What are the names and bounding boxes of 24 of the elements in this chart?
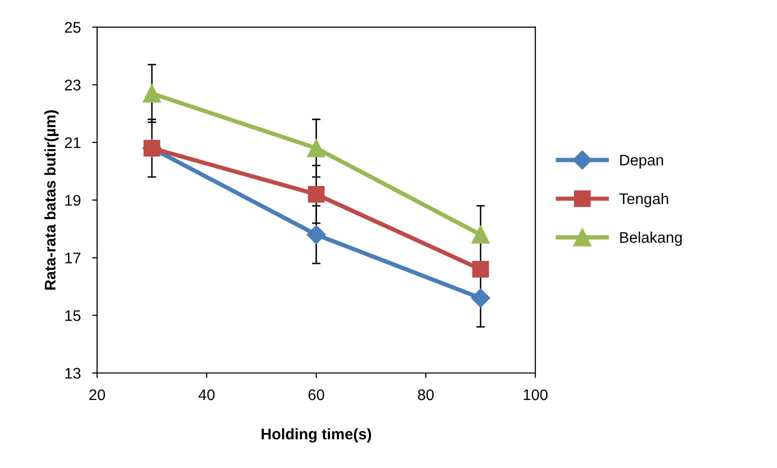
point xyxy=(472,226,490,244)
y-tick-label: 13 xyxy=(65,368,80,379)
y-tick-label: 17 xyxy=(65,252,80,264)
legend-label: Depan xyxy=(620,154,664,169)
x-tick-label: 40 xyxy=(198,389,215,400)
y-tick-label: 15 xyxy=(65,310,81,322)
point xyxy=(472,260,489,278)
x-tick-label: 80 xyxy=(418,389,434,400)
legend-label: Tengah xyxy=(619,192,668,208)
x-axis-title: Holding time(s) xyxy=(262,428,372,443)
y-axis-title: Rata-rata batas butir(µm) xyxy=(44,110,59,290)
y-tick-label: 23 xyxy=(64,80,80,90)
x-tick-label: 100 xyxy=(524,389,548,400)
y-tick-label: 25 xyxy=(64,22,81,33)
x-tick-label: 60 xyxy=(308,389,324,400)
y-tick-label: 21 xyxy=(64,137,80,148)
y-tick-label: 19 xyxy=(65,194,80,206)
point xyxy=(308,186,325,203)
x-tick-label: 20 xyxy=(89,389,106,400)
legend-label: Belakang xyxy=(620,232,682,246)
point xyxy=(306,225,326,244)
point xyxy=(142,84,161,102)
point xyxy=(307,139,326,158)
point xyxy=(471,288,490,308)
